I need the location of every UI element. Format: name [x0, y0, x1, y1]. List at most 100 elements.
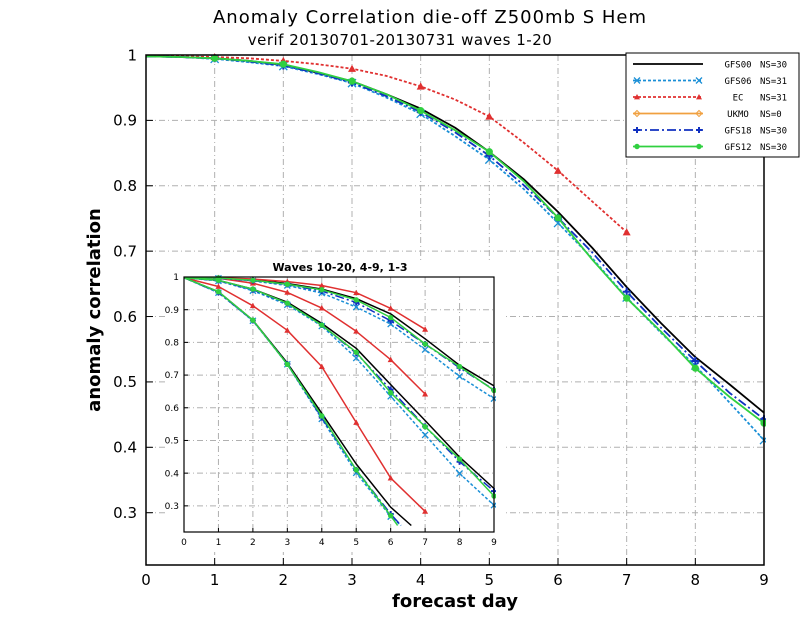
main-x-tick-label: 2 — [279, 571, 289, 589]
data-point-ec-waves-10-20 — [249, 302, 256, 309]
series-line-ec-waves-10-20 — [184, 276, 426, 512]
inset-x-tick-label: 4 — [319, 538, 325, 548]
data-point-ec-waves-1-3 — [318, 282, 325, 288]
main-y-tick-label: 0.5 — [113, 373, 137, 391]
data-point-gfs12-waves-10-20 — [250, 317, 256, 323]
inset-background — [165, 262, 503, 552]
inset-x-tick-label: 1 — [216, 538, 222, 548]
main-y-tick-label: 1 — [127, 46, 137, 64]
data-point-gfs12-waves-4-9 — [284, 300, 291, 306]
data-point-ec-waves-10-20 — [353, 419, 360, 425]
data-point-gfs12 — [211, 54, 219, 62]
data-point-gfs12-waves-1-3 — [422, 341, 428, 347]
inset-y-tick-label: 0.4 — [165, 469, 180, 479]
legend-label-gfs00: GFS00 — [724, 61, 751, 71]
data-point-gfs12-waves-10-20 — [353, 467, 359, 473]
legend-box — [625, 52, 800, 158]
chart-subtitle: verif 20130701-20130731 waves 1-20 — [248, 31, 553, 49]
legend-label-ec: EC — [733, 94, 744, 104]
inset-series-group — [184, 274, 496, 527]
legend-entry-gfs06: GFS06 NS=31 — [633, 77, 787, 87]
inset-title: Waves 10-20, 4-9, 1-3 — [272, 261, 407, 274]
legend-marker-gfs18 — [696, 127, 702, 133]
legend-label-gfs12: GFS12 — [724, 143, 751, 153]
data-point-ec-waves-1-3 — [353, 289, 360, 296]
legend-marker-gfs12 — [696, 143, 702, 150]
main-plot-frame — [145, 54, 765, 566]
legend-entry-ukmo: UKMO NS=0 — [633, 109, 782, 120]
inset-plot-frame — [183, 276, 495, 533]
series-line-gfs12-waves-1-3 — [184, 276, 495, 392]
data-point-gfs12 — [348, 77, 356, 85]
x-axis-label: forecast day — [392, 591, 518, 612]
main-y-tick-label: 0.3 — [113, 504, 137, 522]
legend-entry-gfs12: GFS12 NS=30 — [633, 143, 787, 153]
legend-entry-gfs18: GFS18 NS=30 — [633, 127, 787, 137]
data-point-ec-waves-10-20 — [318, 363, 325, 369]
data-point-gfs12-waves-1-3 — [387, 314, 394, 321]
inset-y-tick-label: 0.7 — [165, 371, 179, 381]
legend-label-ukmo: UKMO — [727, 110, 749, 120]
series-line-gfs12 — [146, 55, 765, 424]
data-point-gfs12 — [417, 106, 425, 115]
data-point-gfs12-waves-4-9 — [250, 286, 256, 292]
legend-marker-gfs06 — [633, 77, 641, 84]
data-point-ec-waves-10-20 — [422, 508, 429, 514]
inset-y-tick-label: 0.3 — [165, 502, 179, 512]
data-point-gfs12-waves-1-3 — [353, 297, 359, 303]
data-point-ec-waves-10-20 — [215, 283, 222, 289]
legend-marker-ukmo — [695, 109, 703, 118]
data-point-ec-waves-4-9 — [422, 391, 429, 397]
main-y-tick-label: 0.8 — [113, 177, 137, 195]
data-point-ec — [485, 112, 494, 120]
data-point-gfs12-waves-1-3 — [319, 287, 325, 293]
data-point-gfs12 — [279, 60, 287, 68]
data-point-gfs12-waves-1-3 — [250, 277, 256, 283]
data-point-ec-waves-10-20 — [387, 475, 394, 481]
data-point-ec-waves-10-20 — [284, 327, 291, 333]
legend-marker-gfs12 — [634, 143, 640, 150]
data-point-gfs12 — [623, 294, 631, 302]
inset-x-tick-label: 6 — [388, 538, 394, 548]
data-point-ec — [622, 228, 631, 236]
inset-x-tick-label: 7 — [422, 538, 428, 548]
data-point-ec-waves-4-9 — [318, 305, 325, 311]
data-point-ec — [348, 64, 356, 72]
inset-x-tick-label: 2 — [250, 538, 256, 548]
chart-title: Anomaly Correlation die-off Z500mb S Hem — [213, 7, 647, 28]
inset-x-tick-label: 8 — [457, 538, 463, 548]
data-point-gfs12-waves-4-9 — [387, 390, 394, 396]
y-axis-label: anomaly correlation — [84, 208, 105, 412]
legend-count-gfs12: NS=30 — [760, 143, 787, 153]
data-point-ec-waves-4-9 — [387, 356, 394, 363]
legend-label-gfs18: GFS18 — [724, 127, 751, 137]
legend-marker-ukmo — [633, 109, 641, 118]
series-line-ec — [146, 54, 628, 233]
main-x-tick-label: 6 — [553, 571, 563, 589]
legend-count-gfs00: NS=30 — [760, 61, 787, 71]
inset-x-tick-label: 0 — [181, 538, 187, 548]
main-x-tick-label: 7 — [622, 571, 632, 589]
legend-count-gfs06: NS=31 — [760, 77, 787, 87]
data-point-ec-waves-1-3 — [387, 305, 394, 311]
data-point-ec-waves-4-9 — [284, 289, 291, 295]
main-y-tick-label: 0.4 — [113, 439, 137, 457]
main-y-tick-label: 0.6 — [113, 308, 137, 326]
main-ticks: 0 1 2 3 4 5 6 7 8 9 1 0.9 0.8 0.7 0.6 0.5 0.4 0.3 — [113, 46, 769, 589]
main-x-tick-label: 5 — [485, 571, 495, 589]
inset-y-tick-label: 0.5 — [165, 437, 179, 447]
legend-marker-ec — [634, 94, 640, 100]
data-point-gfs12 — [691, 364, 699, 372]
series-line-gfs12-waves-10-20 — [184, 277, 399, 526]
data-point-gfs18 — [691, 357, 700, 365]
main-y-tick-label: 0.9 — [113, 112, 137, 130]
main-x-tick-label: 8 — [691, 571, 701, 589]
data-point-gfs12 — [485, 148, 493, 156]
inset-y-tick-label: 1 — [173, 273, 179, 283]
main-x-tick-label: 9 — [759, 571, 769, 589]
inset-series-clip — [184, 274, 496, 527]
main-x-tick-label: 1 — [210, 571, 220, 589]
data-point-gfs12-waves-10-20 — [387, 512, 394, 519]
legend-count-gfs18: NS=30 — [760, 127, 787, 137]
